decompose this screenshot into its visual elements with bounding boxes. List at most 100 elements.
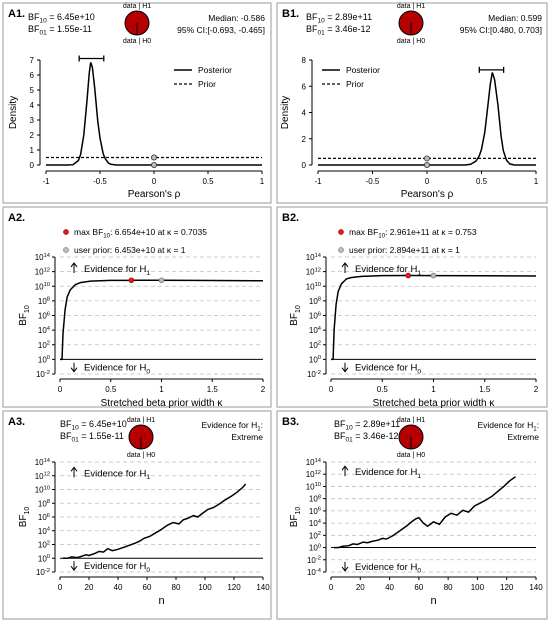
x-tick-label: -1 [314, 177, 322, 186]
x-tick-label: 1.5 [479, 385, 491, 394]
y-tick-label: 5 [30, 86, 35, 95]
y-tick-label: 108 [309, 297, 321, 306]
y-tick-label-part: 0 [47, 554, 50, 560]
prior-posterior-point [423, 161, 430, 168]
y-tick-label: 104 [309, 519, 322, 528]
evidence-h0-label-part: 0 [146, 567, 150, 574]
x-tick-label: 1.5 [207, 385, 219, 394]
bf01-text-a1-part: BF [28, 24, 40, 34]
panel-frame-b1 [276, 2, 548, 204]
ci-text-b1: 95% CI:[0.480, 0.703] [460, 25, 542, 35]
y-tick-label-part: 10 [38, 341, 47, 350]
bf10-text-b1: BF10 = 2.89e+11 [306, 12, 372, 25]
y-axis-label-part: 10 [295, 507, 302, 515]
evidence-h1-label-part: Evidence for H [355, 467, 417, 478]
user-prior-point [158, 277, 165, 284]
x-tick-label: 100 [471, 583, 485, 592]
y-tick-label: 108 [309, 494, 321, 503]
evidence-h0-label-part: Evidence for H [355, 363, 417, 374]
bf01-text-b1-part: = 3.46e-12 [325, 24, 371, 34]
evidence-h0-label: Evidence for H0 [84, 561, 150, 574]
y-tick-label: 0 [302, 161, 307, 170]
pie-label-bottom: data | H0 [397, 452, 425, 459]
y-tick-label: 100 [38, 554, 50, 563]
y-tick-label-part: 0 [47, 355, 50, 361]
legend-prior-label: Prior [346, 79, 364, 89]
y-tick-label: 108 [38, 499, 50, 508]
y-tick-label-part: 10 [38, 513, 47, 522]
bf10-text-a1-part: 10 [40, 18, 48, 25]
x-tick-label: 0.5 [377, 385, 389, 394]
y-tick-label: 1 [30, 146, 35, 155]
legend-posterior-label: Posterior [346, 65, 380, 75]
y-tick-label-part: 10 [36, 568, 45, 577]
evidence-summary-b3-part: 1 [533, 426, 537, 433]
y-axis-label: BF10 [289, 507, 302, 528]
y-tick-label: 4 [302, 109, 307, 118]
evidence-summary-a3-part: 1 [257, 426, 261, 433]
y-tick-label-part: 6 [47, 311, 50, 317]
y-tick-label-part: 6 [47, 513, 50, 519]
evidence-summary-a3: Evidence for H1: [201, 420, 263, 433]
ci-text-a1: 95% CI:[-0.693, -0.465] [177, 25, 265, 35]
y-tick-label-part: 10 [35, 472, 44, 481]
legend-user-point-a2 [63, 247, 69, 253]
y-axis-label-part: 10 [24, 305, 31, 313]
y-tick-label: 1010 [35, 282, 50, 291]
x-tick-label: 0 [425, 177, 430, 186]
pie-label-top: data | H1 [397, 3, 425, 10]
y-tick-label-part: -2 [45, 370, 50, 376]
max-bf-text-a2-part: : 6.654e+10 at κ = 0.7035 [110, 227, 207, 237]
max-bf-text-a2-part: max BF [74, 227, 103, 237]
evidence-h1-label-part: Evidence for H [84, 264, 146, 275]
y-tick-label: 104 [309, 326, 322, 335]
max-bf-text-a2: max BF10: 6.654e+10 at κ = 0.7035 [74, 227, 207, 240]
x-tick-label: 0.5 [105, 385, 117, 394]
x-tick-label: 0 [58, 385, 63, 394]
user-prior-text-a2: user prior: 6.453e+10 at κ = 1 [74, 245, 186, 255]
y-tick-label-part: 10 [35, 253, 44, 262]
y-tick-label-part: 10 [306, 470, 315, 479]
bf01-text-a3: BF01 = 1.55e-11 [60, 431, 124, 444]
y-tick-label-part: 10 [309, 326, 318, 335]
y-tick-label-part: 10 [35, 486, 44, 495]
bf01-text-a3-part: = 1.55e-11 [79, 431, 124, 441]
y-tick-label: 102 [38, 540, 50, 549]
x-tick-label: 120 [500, 583, 514, 592]
arrow-down-head [70, 367, 78, 373]
bf01-text-a1-part: = 1.55e-11 [47, 24, 92, 34]
evidence-h1-label: Evidence for H1 [355, 467, 421, 480]
y-axis-label-part: 10 [295, 305, 302, 313]
y-tick-label: 6 [30, 71, 35, 80]
y-tick-label: 0 [30, 161, 35, 170]
y-tick-label: 106 [309, 311, 321, 320]
y-tick-label: 1014 [306, 253, 322, 262]
y-tick-label-part: 2 [318, 531, 321, 537]
y-tick-label-part: 12 [44, 472, 50, 478]
x-tick-label: 0 [58, 583, 63, 592]
y-tick-label: 100 [309, 543, 321, 552]
y-axis-label-part: BF [18, 515, 29, 528]
plot-b1: 0 2 4 6 8 -1 -0.5 0 0.5 1 Pearson's ρ Density Poster… [280, 56, 539, 200]
evidence-h0-label-part: 0 [146, 369, 150, 376]
pie-label-top: data | H1 [123, 3, 151, 10]
legend-max-point-b2 [338, 229, 344, 235]
pie-a1: data | H1 data | H0 [123, 3, 151, 45]
y-tick-label: 8 [302, 56, 307, 65]
y-tick-label: 7 [30, 56, 35, 65]
y-tick-label-part: 8 [318, 297, 321, 303]
evidence-h1-label-part: Evidence for H [84, 468, 146, 479]
y-tick-label-part: 2 [47, 540, 50, 546]
x-tick-label: 2 [261, 385, 266, 394]
evidence-h1-label-part: 1 [417, 270, 421, 277]
y-tick-label-part: 10 [44, 282, 50, 288]
y-tick-label-part: 10 [306, 253, 315, 262]
y-tick-label-part: 10 [306, 482, 315, 491]
y-tick-label: 3 [30, 116, 35, 125]
y-tick-label-part: 10 [309, 519, 318, 528]
series-bf10-line [331, 274, 537, 361]
bf10-text-b3-part: 10 [346, 425, 354, 432]
panel-label-a1: A1. [8, 8, 25, 20]
y-tick-label: 1014 [306, 458, 322, 467]
